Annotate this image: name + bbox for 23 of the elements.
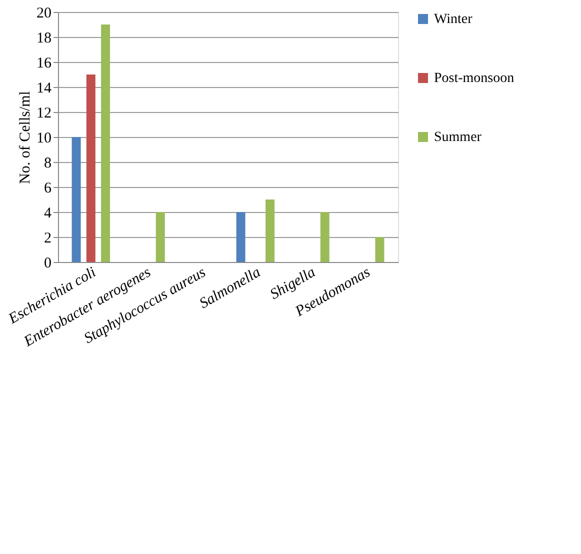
bar: [236, 212, 246, 262]
bar: [320, 212, 330, 262]
y-tick-label: 10: [36, 130, 52, 146]
bar: [375, 237, 384, 262]
y-tick-label: 20: [36, 6, 52, 22]
y-tick-label: 4: [44, 206, 52, 222]
y-tick-label: 6: [44, 180, 52, 196]
y-tick-label: 8: [44, 156, 52, 172]
legend-label: Post-monsoon: [434, 71, 514, 86]
y-axis-title: No. of Cells/ml: [18, 91, 34, 184]
y-tick-label: 0: [44, 256, 52, 272]
bar: [156, 212, 165, 262]
bar: [72, 137, 81, 262]
y-tick-label: 2: [44, 230, 52, 246]
bar: [101, 24, 110, 262]
bar: [266, 200, 275, 262]
legend-label: Winter: [434, 12, 473, 27]
y-tick-label: 14: [36, 80, 52, 96]
y-tick-label: 16: [36, 56, 52, 72]
bar: [86, 74, 96, 262]
y-tick-label: 12: [36, 106, 52, 122]
y-tick-label: 18: [36, 30, 52, 46]
legend-label: Summer: [434, 130, 482, 145]
